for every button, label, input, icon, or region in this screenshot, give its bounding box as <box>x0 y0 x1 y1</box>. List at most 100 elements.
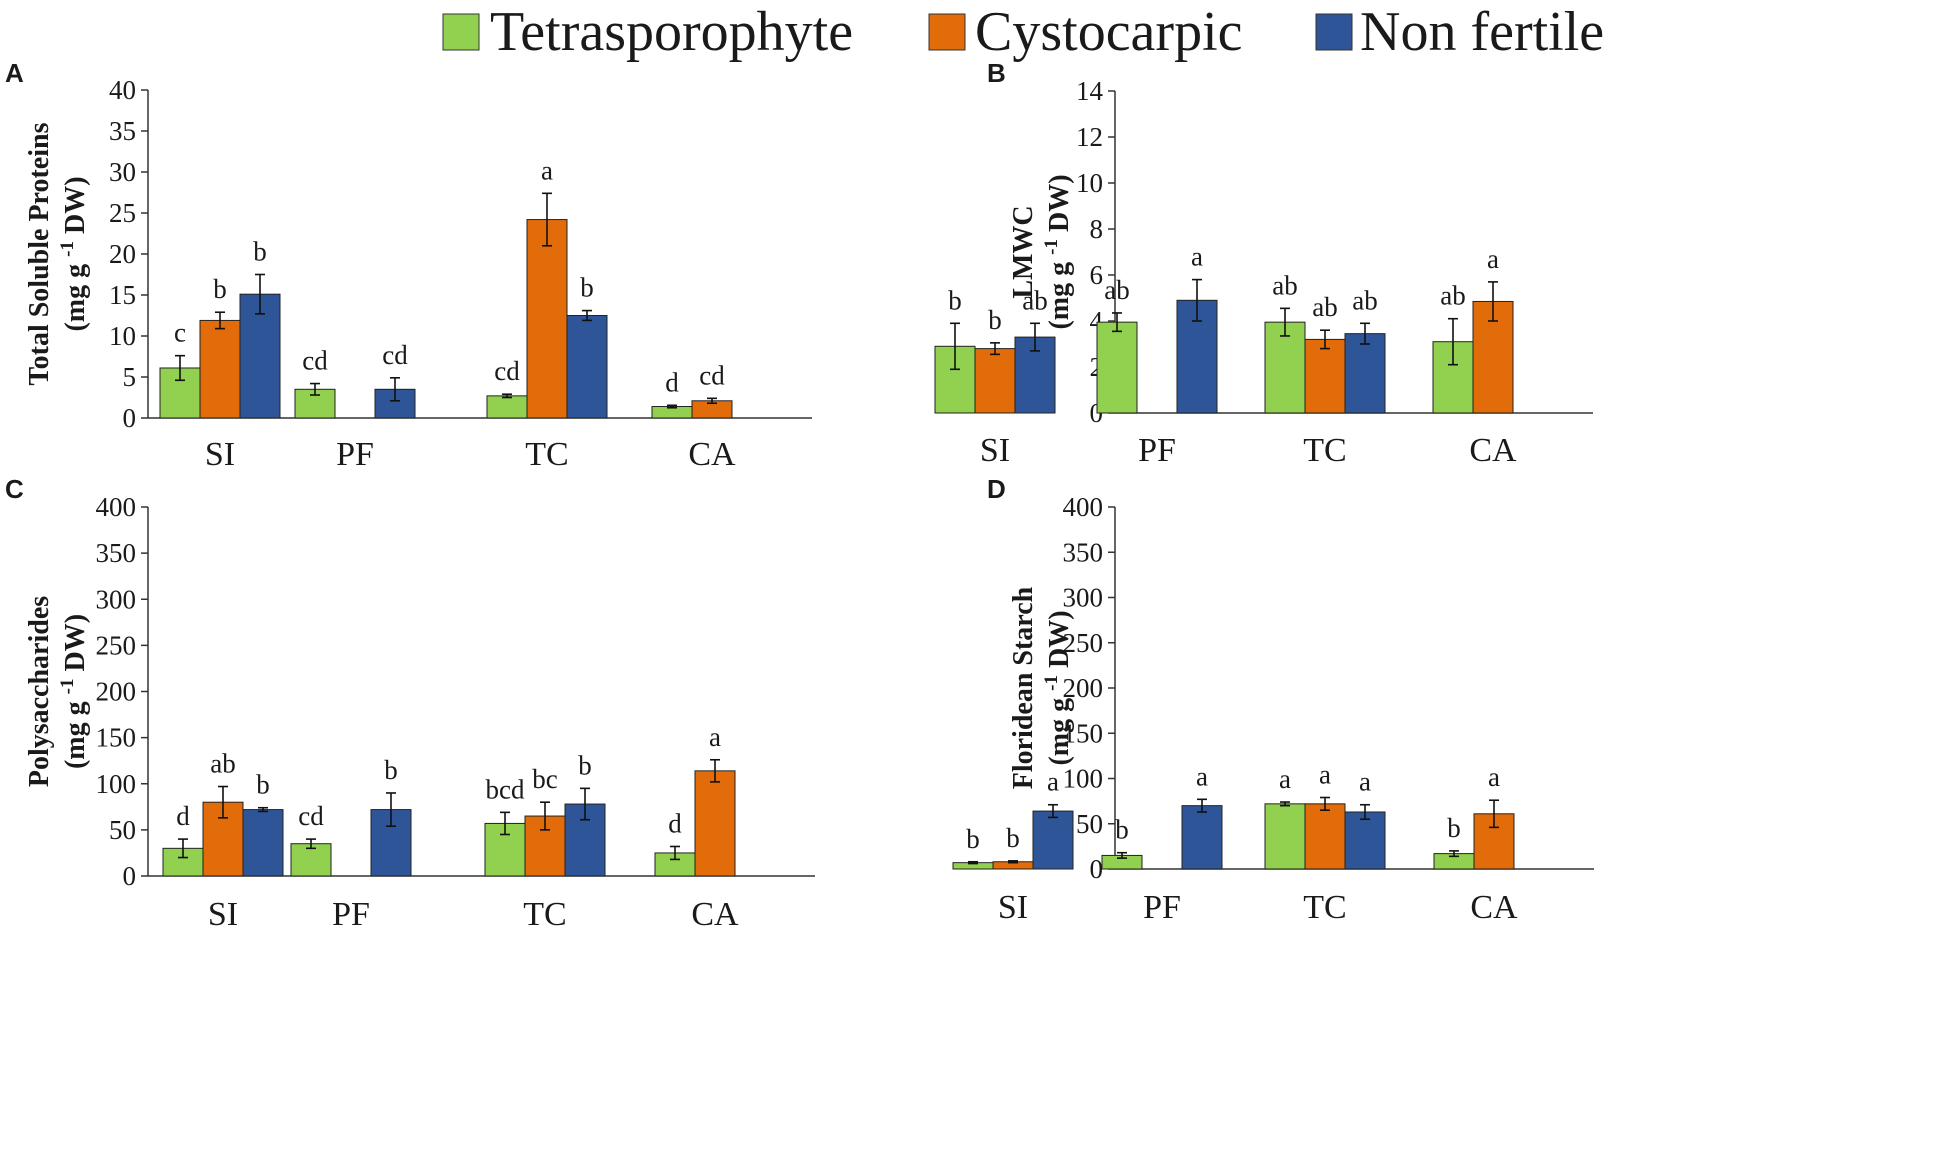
panel-c-significance-label: d <box>668 808 682 838</box>
panel-a-category-label: PF <box>336 436 374 473</box>
panel-b-bar <box>974 348 1016 414</box>
panel-b-category-label: PF <box>1138 432 1176 469</box>
panel-a-bar <box>199 319 241 419</box>
panel-c-ytick-label: 0 <box>123 861 137 891</box>
legend-label-tetrasporophyte: Tetrasporophyte <box>490 1 853 63</box>
panel-c-ylabel: Polysaccharides <box>24 596 55 787</box>
panel-c-category-label: PF <box>332 896 370 933</box>
panel-a-significance-label: b <box>253 237 267 267</box>
panel-b-ytick-label: 10 <box>1076 168 1103 198</box>
panel-a-ytick-label: 25 <box>109 198 136 228</box>
panel-b-ylabel-unit-pre: (mg g <box>1044 255 1075 330</box>
panel-c-ytick-label: 100 <box>96 769 137 799</box>
panel-d-ytick-label: 400 <box>1063 492 1104 522</box>
panel-d-significance-label: b <box>1447 813 1461 843</box>
panel-d-significance-label: a <box>1196 761 1208 791</box>
legend-swatch-non-fertile <box>1315 13 1353 51</box>
panel-c-significance-label: bc <box>532 764 558 794</box>
panel-d-letter: D <box>987 474 1006 504</box>
panel-c-category-label: CA <box>691 896 739 933</box>
panel-c-significance-label: bcd <box>486 774 525 804</box>
panel-a-letter: A <box>5 58 24 88</box>
panel-c-significance-label: cd <box>298 801 324 831</box>
panel-d-significance-label: a <box>1047 767 1059 797</box>
panel-d-ylabel-unit-sup: -1 <box>1041 675 1062 691</box>
panel-d-ylabel-unit-post: DW) <box>1044 610 1075 675</box>
panel-d-bar <box>1473 813 1515 870</box>
panel-c-ytick-label: 400 <box>96 492 137 522</box>
panel-d-ytick-label: 250 <box>1063 628 1104 658</box>
panel-a-ytick-label: 35 <box>109 116 136 146</box>
panel-b-category-label: TC <box>1303 432 1346 469</box>
panel-b-significance-label: b <box>988 305 1002 335</box>
panel-a: A Total Soluble Proteins (mg g -1 DW) 0 5 10 1… <box>5 58 812 473</box>
panel-a-ylabel-unit-sup: -1 <box>57 241 78 257</box>
panel-d-ytick-label: 200 <box>1063 673 1104 703</box>
panel-b-significance-label: b <box>948 285 962 315</box>
legend-label-cystocarpic: Cystocarpic <box>975 1 1242 63</box>
panel-b-letter: B <box>987 58 1006 88</box>
panel-d: D Floridean Starch (mg g -1 DW) 0 50 100 150 20… <box>952 474 1594 926</box>
panel-c-ytick-label: 150 <box>96 723 137 753</box>
panel-a-significance-label: d <box>665 367 679 397</box>
panel-d-significance-label: a <box>1319 760 1331 790</box>
panel-c-letter: C <box>5 474 24 504</box>
panel-c-significance-label: b <box>578 750 592 780</box>
panel-c-ytick-label: 300 <box>96 584 137 614</box>
panel-a-significance-label: c <box>174 318 186 348</box>
panel-a-ytick-label: 5 <box>123 362 137 392</box>
panel-a-ylabel: Total Soluble Proteins <box>24 122 55 385</box>
panel-c-significance-label: ab <box>210 749 235 779</box>
panel-b-significance-label: ab <box>1272 270 1297 300</box>
panel-d-category-label: TC <box>1303 889 1346 926</box>
panel-c-significance-label: a <box>709 722 721 752</box>
panel-d-bar <box>1032 810 1074 870</box>
panel-d-category-label: CA <box>1470 889 1518 926</box>
panel-a-ytick-label: 30 <box>109 157 136 187</box>
panel-a-significance-label: cd <box>382 340 408 370</box>
panel-a-ytick-label: 0 <box>123 403 137 433</box>
panel-a-category-label: TC <box>525 436 568 473</box>
panel-c-significance-label: b <box>256 770 270 800</box>
panel-d-significance-label: a <box>1488 762 1500 792</box>
panel-b-ytick-label: 6 <box>1090 260 1104 290</box>
panel-b-ytick-label: 12 <box>1076 122 1103 152</box>
panel-d-category-label: PF <box>1143 889 1181 926</box>
panel-c-ylabel-unit-pre: (mg g <box>60 694 91 769</box>
panel-d-bar <box>1181 805 1223 870</box>
panel-a-ytick-label: 10 <box>109 321 136 351</box>
panel-b-ylabel-unit-post: DW) <box>1044 174 1075 239</box>
panel-b-ylabel-unit-sup: -1 <box>1041 239 1062 255</box>
panel-b-significance-label: ab <box>1352 285 1377 315</box>
panel-b-significance-label: ab <box>1440 281 1465 311</box>
panel-d-ytick-label: 100 <box>1063 764 1104 794</box>
panel-d-significance-label: b <box>1006 823 1020 853</box>
panel-b-ylabel: LMWC <box>1008 205 1039 298</box>
panel-c-significance-label: d <box>176 801 190 831</box>
panel-b-significance-label: a <box>1191 242 1203 272</box>
panel-c-ytick-label: 350 <box>96 538 137 568</box>
panel-a-ytick-label: 20 <box>109 239 136 269</box>
panel-c-ytick-label: 250 <box>96 630 137 660</box>
panel-c-bar <box>242 809 284 877</box>
panel-a-significance-label: cd <box>494 356 520 386</box>
panel-a-bar <box>526 219 568 419</box>
panel-b-significance-label: ab <box>1104 275 1129 305</box>
panel-c-category-label: SI <box>208 896 238 933</box>
legend-swatch-cystocarpic <box>928 13 966 51</box>
panel-a-significance-label: b <box>213 274 227 304</box>
panel-d-category-label: SI <box>998 889 1028 926</box>
panel-b-bar <box>1304 338 1346 414</box>
panel-c-ytick-label: 50 <box>109 815 136 845</box>
panel-d-significance-label: b <box>966 824 980 854</box>
panel-a-bar <box>566 315 608 419</box>
panel-a-ylabel-unit: (mg g -1 DW) <box>57 176 91 331</box>
panel-d-ytick-label: 300 <box>1063 583 1104 613</box>
panel-b-category-label: CA <box>1469 432 1517 469</box>
panel-a-ylabel-unit-post: DW) <box>60 176 91 241</box>
panel-d-ylabel-unit: (mg g -1 DW) <box>1041 610 1075 765</box>
panel-d-significance-label: a <box>1279 764 1291 794</box>
panel-d-bar <box>1264 803 1306 870</box>
legend-label-non-fertile: Non fertile <box>1360 1 1604 63</box>
